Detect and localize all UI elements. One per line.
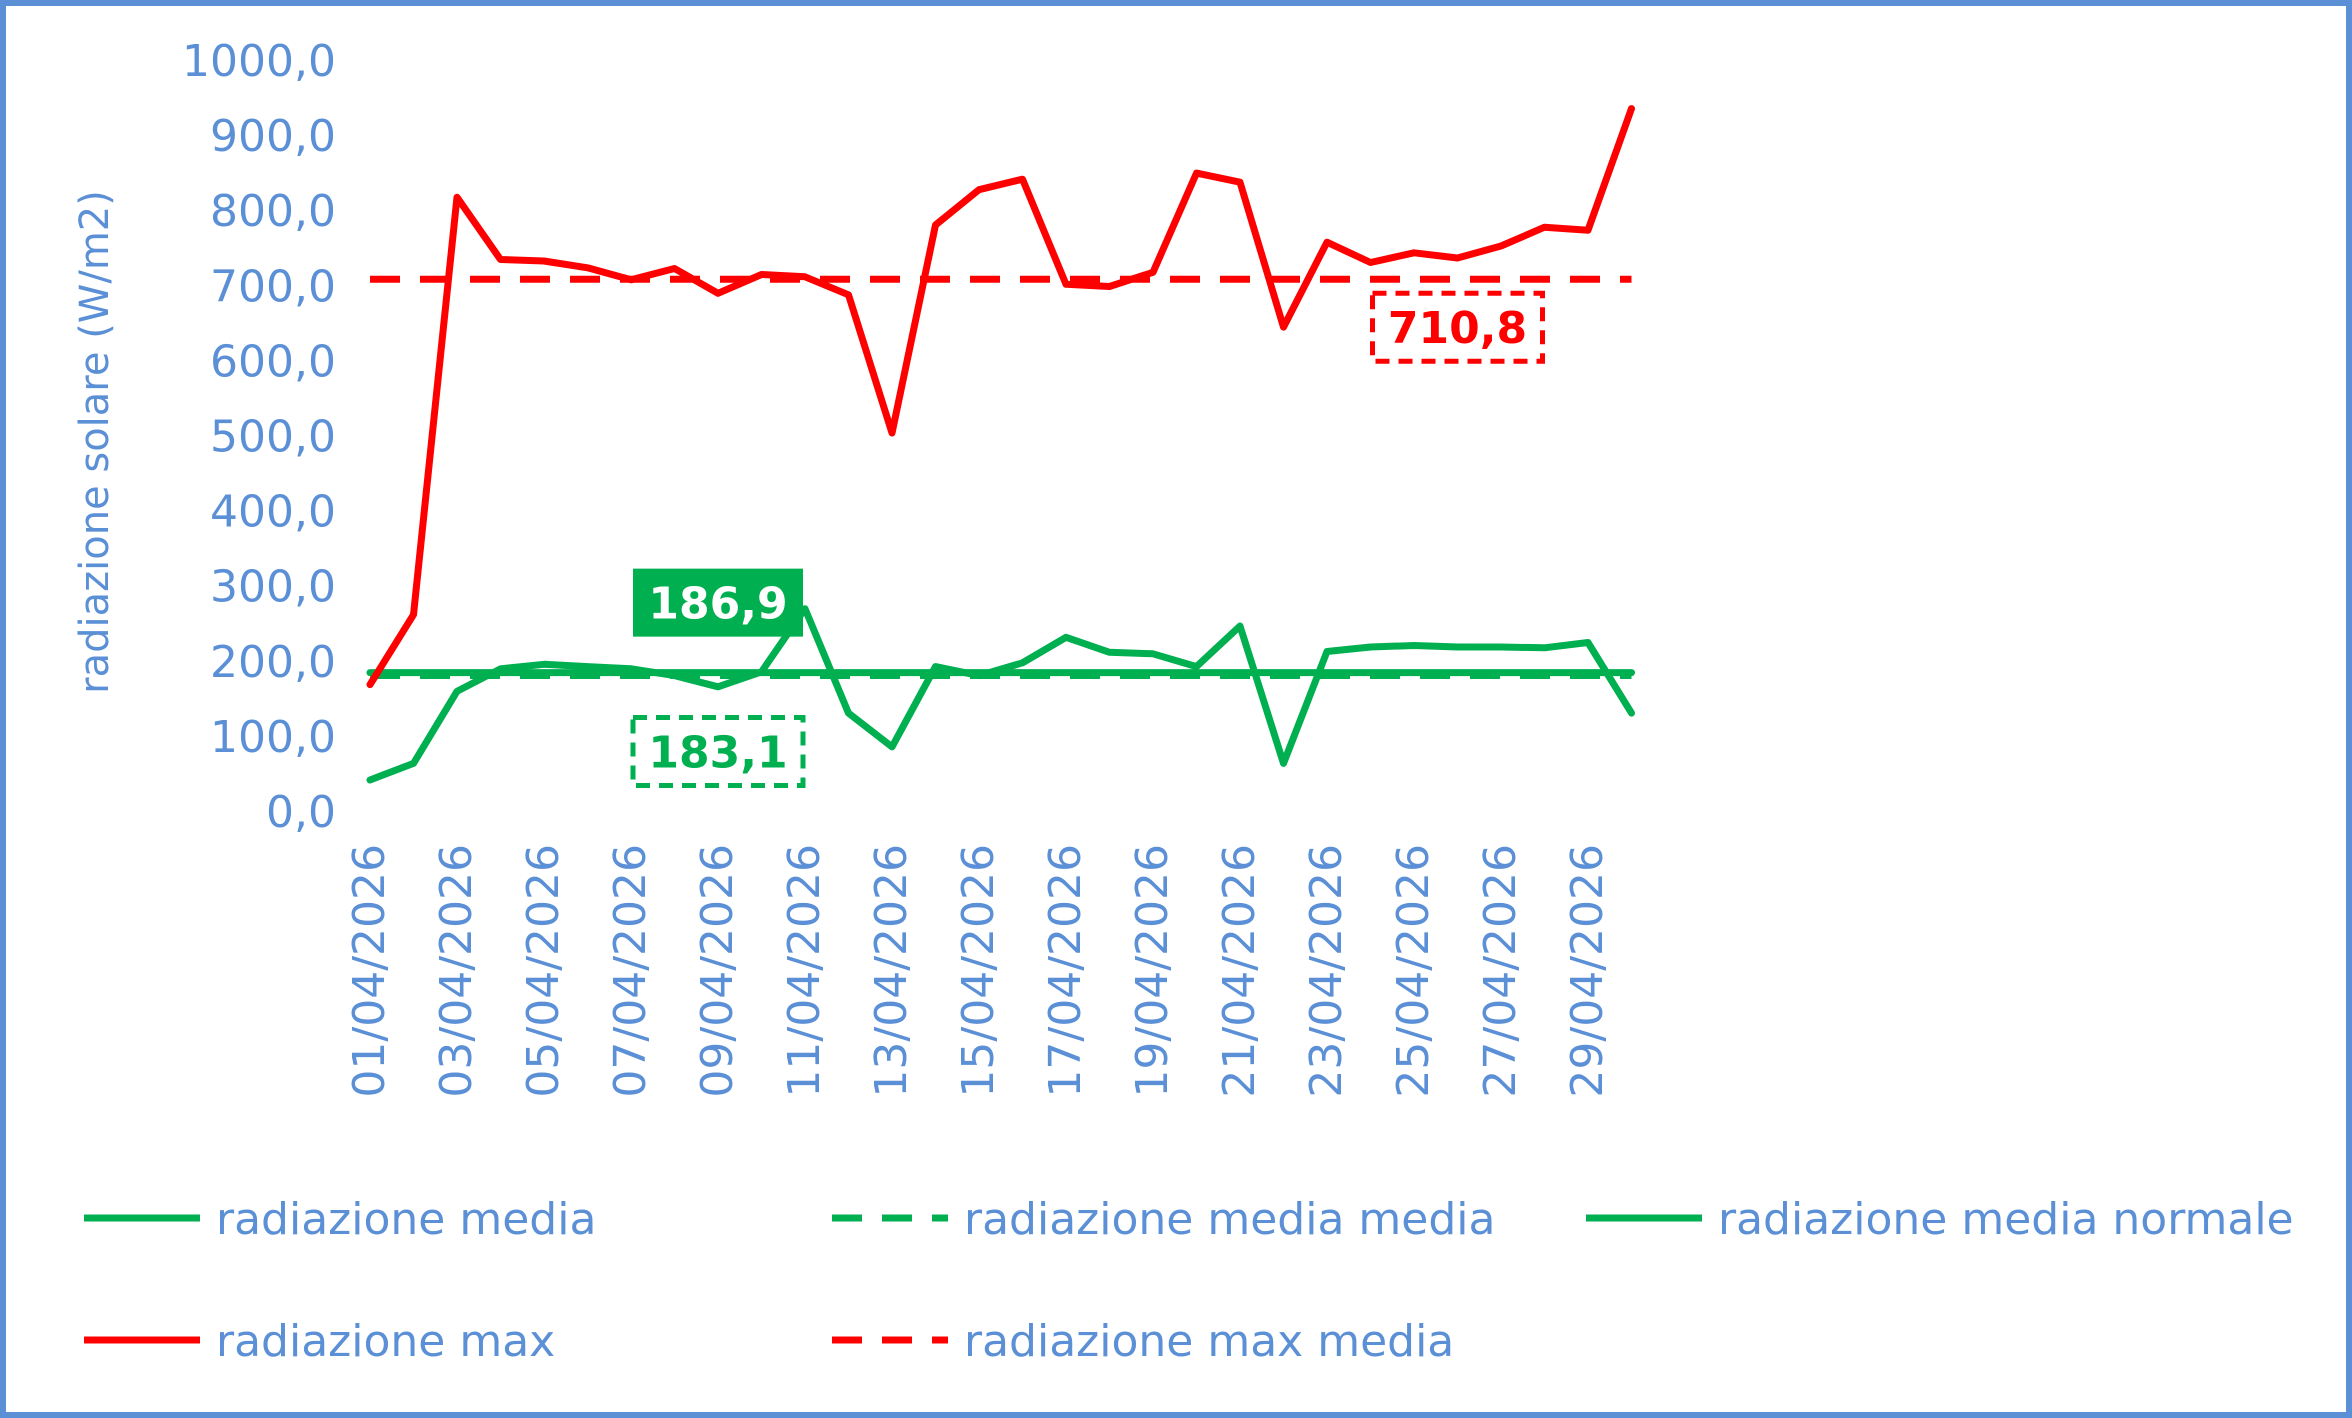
y-axis: 0,0 100,0 200,0 300,0 400,0 500,0 600,0 700,0 80… <box>182 36 336 838</box>
x-tick-label: 05/04/2026 <box>518 844 569 1098</box>
x-tick-label: 25/04/2026 <box>1388 844 1439 1098</box>
y-tick-label: 700,0 <box>210 261 336 312</box>
x-tick-label: 27/04/2026 <box>1475 844 1526 1098</box>
x-tick-label: 01/04/2026 <box>344 844 395 1098</box>
x-tick-label: 23/04/2026 <box>1301 844 1352 1098</box>
x-tick-label: 03/04/2026 <box>431 844 482 1098</box>
y-tick-label: 600,0 <box>210 336 336 387</box>
legend-label-radiazione-media-media: radiazione media media <box>964 1194 1495 1245</box>
legend-label-radiazione-max: radiazione max <box>216 1316 555 1367</box>
y-tick-label: 0,0 <box>266 787 336 838</box>
y-tick-label: 300,0 <box>210 562 336 613</box>
x-tick-label: 07/04/2026 <box>605 844 656 1098</box>
series-line-radiazione-max <box>366 105 1635 689</box>
x-tick-label: 29/04/2026 <box>1562 844 1613 1098</box>
legend: radiazione media radiazione media media ra… <box>84 1194 2294 1367</box>
legend-label-radiazione-media-normale: radiazione media normale <box>1718 1194 2294 1245</box>
annotation-box <box>630 714 806 788</box>
x-tick-label: 21/04/2026 <box>1214 844 1265 1098</box>
x-tick-label: 09/04/2026 <box>692 844 743 1098</box>
x-tick-label: 19/04/2026 <box>1127 844 1178 1098</box>
y-tick-label: 500,0 <box>210 412 336 463</box>
y-tick-label: 100,0 <box>210 712 336 763</box>
annotation-box <box>1370 290 1545 364</box>
y-tick-label: 200,0 <box>210 637 336 688</box>
x-tick-label: 17/04/2026 <box>1040 844 1091 1098</box>
y-tick-label: 1000,0 <box>182 36 336 87</box>
legend-label-radiazione-max-media: radiazione max media <box>964 1316 1454 1367</box>
x-tick-label: 11/04/2026 <box>779 844 830 1098</box>
x-axis: 01/04/2026 03/04/2026 05/04/2026 07/04/2026… <box>344 844 1613 1098</box>
annotation-label: 183,1 <box>648 727 787 778</box>
x-tick-label: 15/04/2026 <box>953 844 1004 1098</box>
y-tick-label: 800,0 <box>210 186 336 237</box>
series-line-radiazione-media <box>366 605 1635 784</box>
legend-label-radiazione-media: radiazione media <box>216 1194 596 1245</box>
annotation-label: 186,9 <box>648 579 787 630</box>
y-tick-label: 900,0 <box>210 111 336 162</box>
line-chart: 0,0 100,0 200,0 300,0 400,0 500,0 600,0 700,0 80… <box>72 36 2294 1367</box>
annotations-group: 186,9 183,1 710,8 <box>630 290 1545 788</box>
annotation-box <box>633 568 803 637</box>
x-tick-label: 13/04/2026 <box>866 844 917 1098</box>
annotation-label: 710,8 <box>1388 303 1527 354</box>
series-group <box>366 105 1635 784</box>
y-axis-label: radiazione solare (W/m2) <box>72 190 118 694</box>
y-tick-label: 400,0 <box>210 487 336 538</box>
